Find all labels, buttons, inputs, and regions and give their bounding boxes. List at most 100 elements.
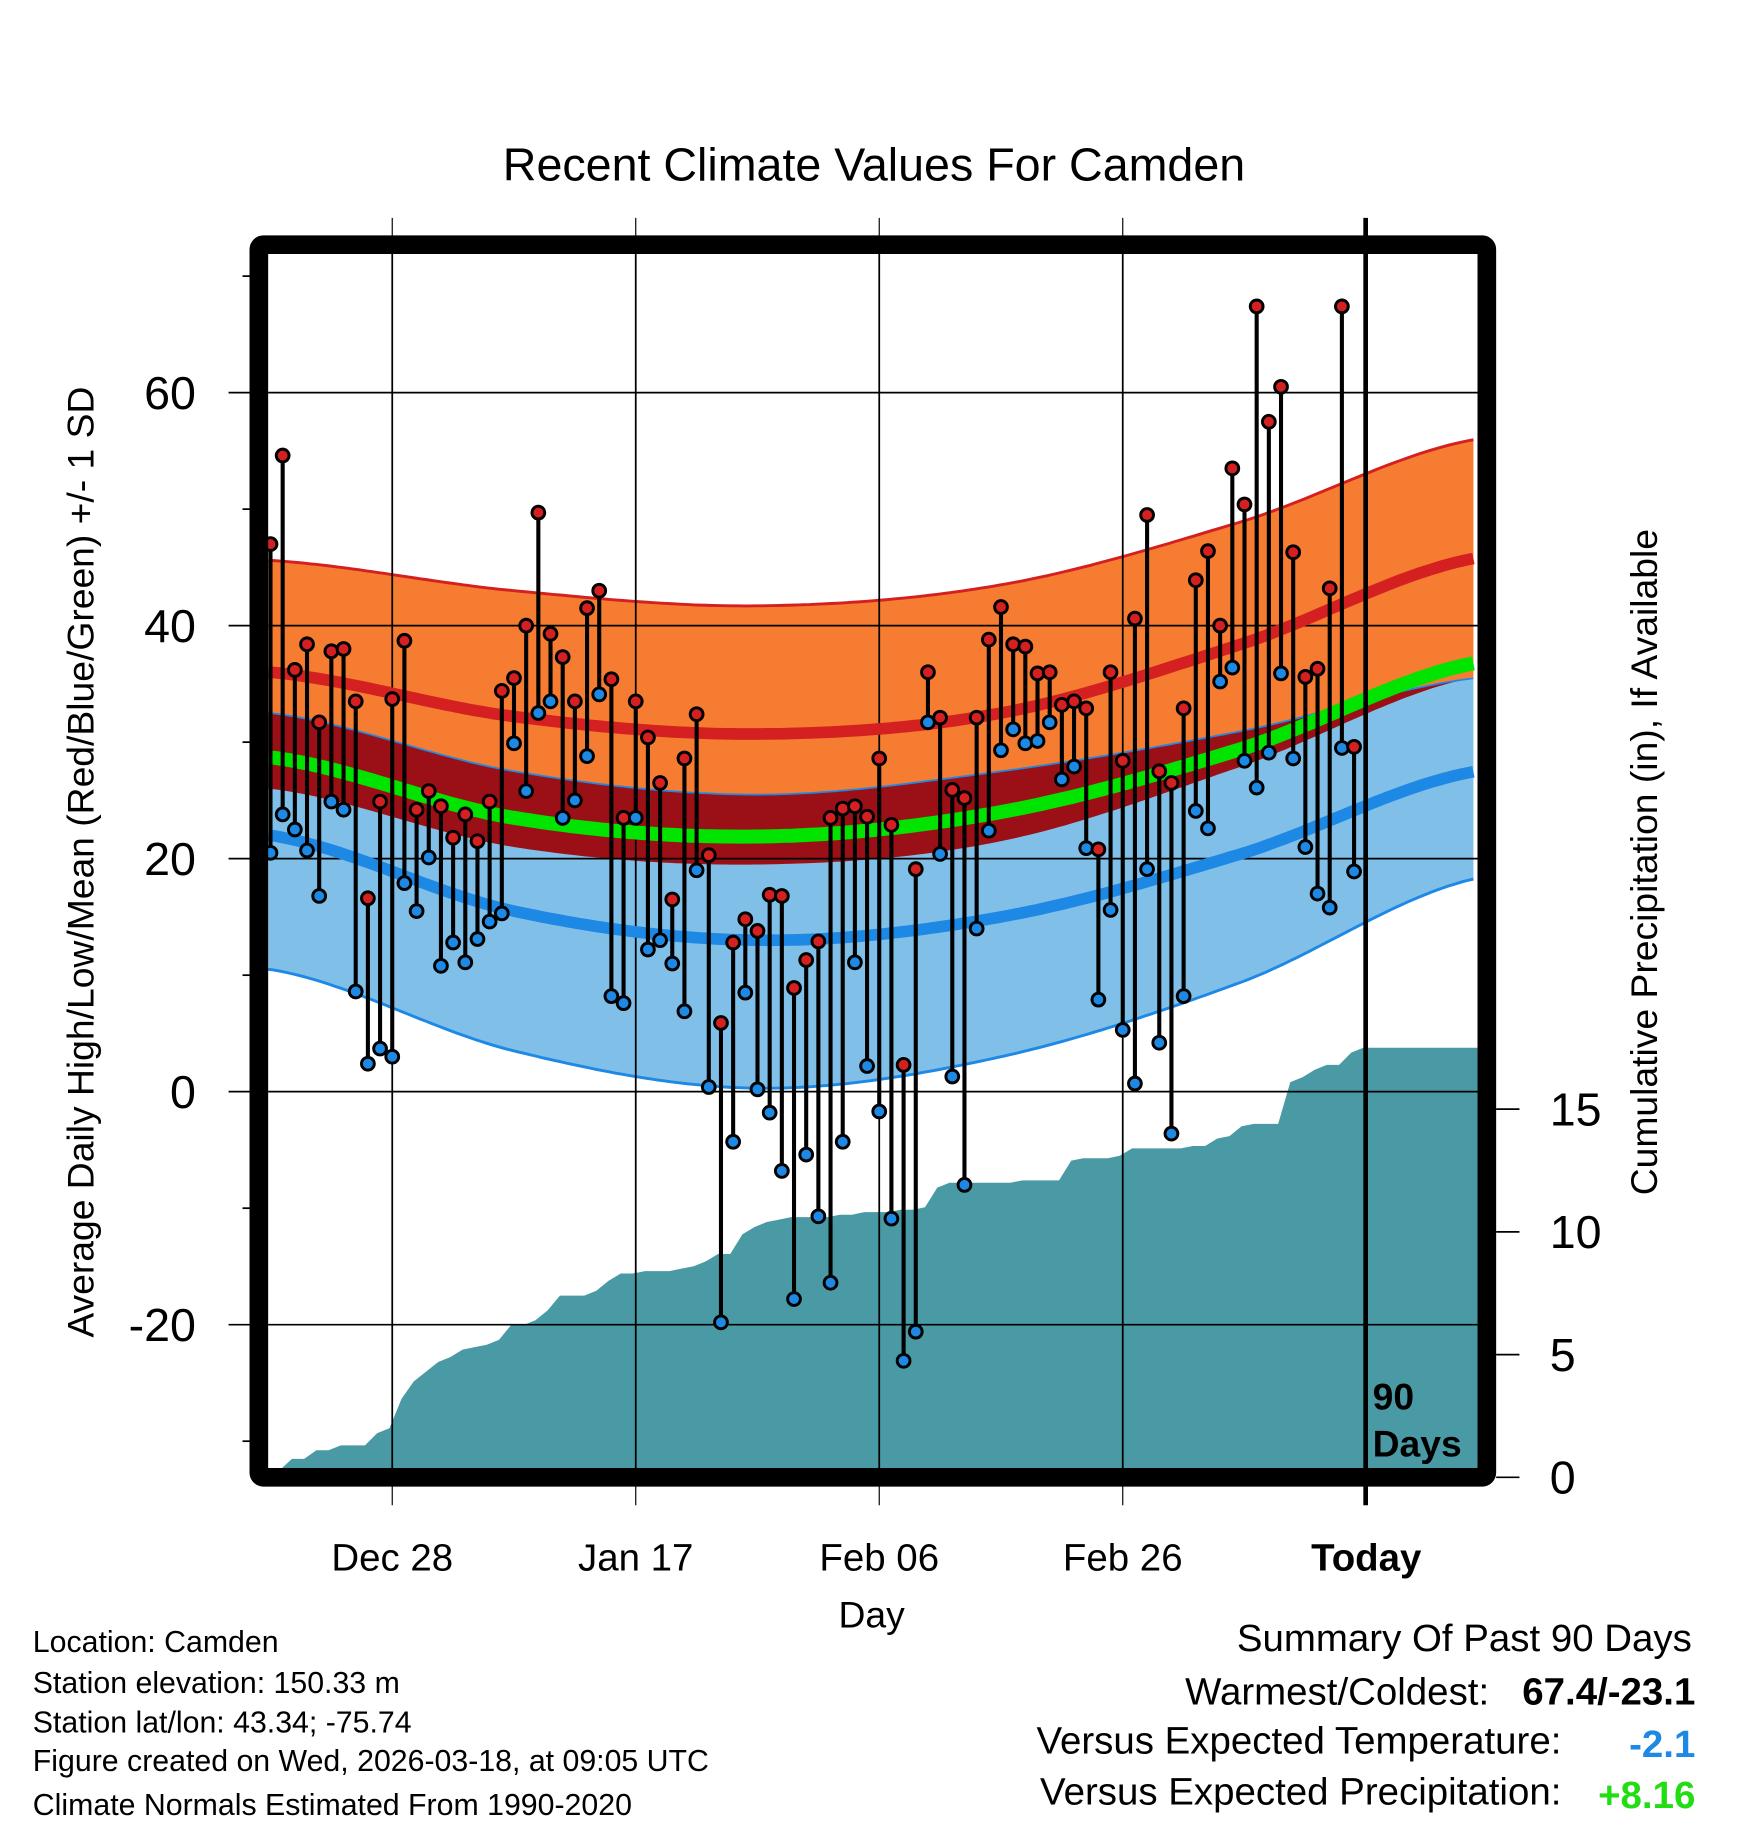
daily-high-point: [420, 783, 437, 799]
footer-location: Location: Camden: [33, 1626, 279, 1659]
high-mean-line: [267, 552, 1475, 740]
daily-low-point: [1285, 750, 1302, 767]
daily-high-point: [1163, 775, 1180, 791]
daily-high-point: [1102, 664, 1119, 681]
daily-high-point: [1139, 507, 1155, 523]
low-minus-sd-line: [267, 877, 1474, 1090]
daily-low-point: [481, 913, 498, 930]
y-axis-label: Average Daily High/Low/Mean (Red/Blue/Gr…: [59, 387, 101, 1338]
daily-high-point: [871, 750, 888, 767]
footer-normals: Climate Normals Estimated From 1990-2020: [33, 1789, 632, 1822]
daily-high-point: [1017, 638, 1034, 655]
x-tick-label: Feb 06: [819, 1537, 939, 1580]
daily-high-point: [286, 662, 303, 678]
low-plus-sd-line: [268, 677, 1474, 796]
daily-low-point: [445, 934, 461, 951]
daily-high-point: [980, 631, 997, 648]
footer-created: Figure created on Wed, 2026-03-18, at 09…: [33, 1745, 709, 1778]
daily-low-point: [615, 995, 632, 1011]
daily-high-point: [299, 636, 315, 653]
x-tick-label: Today: [1311, 1537, 1422, 1580]
daily-high-point: [311, 714, 328, 731]
daily-low-point: [1114, 1022, 1131, 1038]
daily-high-point: [1005, 636, 1022, 653]
daily-high-point: [725, 934, 742, 951]
daily-high-point: [1334, 298, 1350, 315]
y-axis: 60 40 20 0 -20: [129, 275, 250, 1443]
daily-high-point: [457, 806, 474, 823]
daily-low-point: [1054, 771, 1070, 788]
y2-axis: 15 10 5 0: [1496, 1083, 1602, 1504]
summary-warmest-coldest-value: 67.4/-23.1: [1522, 1671, 1695, 1714]
daily-low-point: [798, 1146, 815, 1163]
daily-high-point: [433, 798, 449, 815]
daily-low-point: [506, 735, 522, 752]
daily-high-point: [773, 888, 790, 904]
daily-low-point: [737, 984, 754, 1001]
daily-low-point: [1151, 1034, 1168, 1051]
daily-high-point: [579, 600, 595, 617]
daily-low-point: [542, 693, 559, 710]
daily-high-point: [859, 808, 875, 825]
daily-high-point: [640, 729, 656, 746]
daily-low-point: [299, 842, 315, 859]
daily-high-point: [883, 817, 900, 833]
daily-low-point: [1321, 899, 1338, 916]
daily-low-point: [274, 806, 291, 823]
daily-low-point: [810, 1208, 827, 1225]
daily-low-point: [676, 1003, 693, 1020]
y-tick-label: 20: [144, 833, 196, 885]
daily-low-point: [591, 686, 608, 703]
daily-high-point: [1321, 580, 1338, 597]
daily-high-point: [530, 504, 547, 521]
summary: Summary Of Past 90 Days Warmest/Coldest:…: [1036, 1617, 1695, 1817]
daily-low-point: [1236, 752, 1253, 769]
period-label-unit: Days: [1373, 1422, 1462, 1464]
daily-high-point: [445, 829, 461, 846]
daily-high-point: [506, 670, 522, 686]
daily-low-point: [652, 932, 668, 949]
daily-high-point: [554, 649, 571, 665]
daily-high-point: [372, 793, 388, 810]
summary-warmest-coldest-label: Warmest/Coldest:: [1185, 1671, 1489, 1714]
daily-points: [262, 298, 1362, 1369]
daily-low-point: [286, 821, 303, 838]
y2-axis-label: Cumulative Precipitation (in), If Availa…: [1623, 529, 1665, 1195]
daily-low-point: [469, 931, 486, 947]
y2-tick-label: 5: [1550, 1329, 1576, 1381]
daily-low-point: [859, 1058, 875, 1074]
daily-low-point: [1200, 820, 1216, 837]
daily-low-point: [1163, 1125, 1180, 1142]
daily-high-point: [688, 706, 705, 723]
daily-high-point: [810, 933, 827, 950]
daily-low-point: [786, 1291, 802, 1307]
daily-high-point: [1273, 378, 1289, 395]
daily-high-point: [822, 810, 839, 826]
daily-low-point: [518, 783, 535, 799]
daily-low-point: [773, 1163, 790, 1179]
daily-low-point: [372, 1040, 388, 1057]
summary-precip-value: +8.16: [1598, 1774, 1695, 1817]
daily-high-point: [932, 709, 948, 726]
daily-low-point: [420, 849, 437, 866]
daily-high-point: [920, 664, 936, 681]
daily-high-point: [1066, 693, 1082, 710]
daily-low-point: [761, 1104, 778, 1121]
daily-low-point: [883, 1210, 900, 1227]
daily-high-point: [542, 625, 559, 642]
daily-low-point: [1248, 779, 1265, 796]
period-label-number: 90: [1373, 1376, 1414, 1418]
daily-high-point: [907, 861, 924, 878]
daily-high-point: [1114, 752, 1131, 769]
daily-high-point: [1260, 413, 1277, 430]
daily-low-point: [335, 801, 352, 818]
footer-info: Location: Camden Station elevation: 150.…: [33, 1626, 709, 1822]
daily-low-point: [433, 957, 449, 974]
daily-high-point: [335, 641, 352, 657]
daily-low-point: [384, 1048, 401, 1065]
daily-low-point: [1224, 659, 1241, 676]
plot-frame: [249, 235, 1497, 1487]
daily-low-point: [688, 862, 705, 879]
summary-temp-value: -2.1: [1629, 1723, 1695, 1766]
